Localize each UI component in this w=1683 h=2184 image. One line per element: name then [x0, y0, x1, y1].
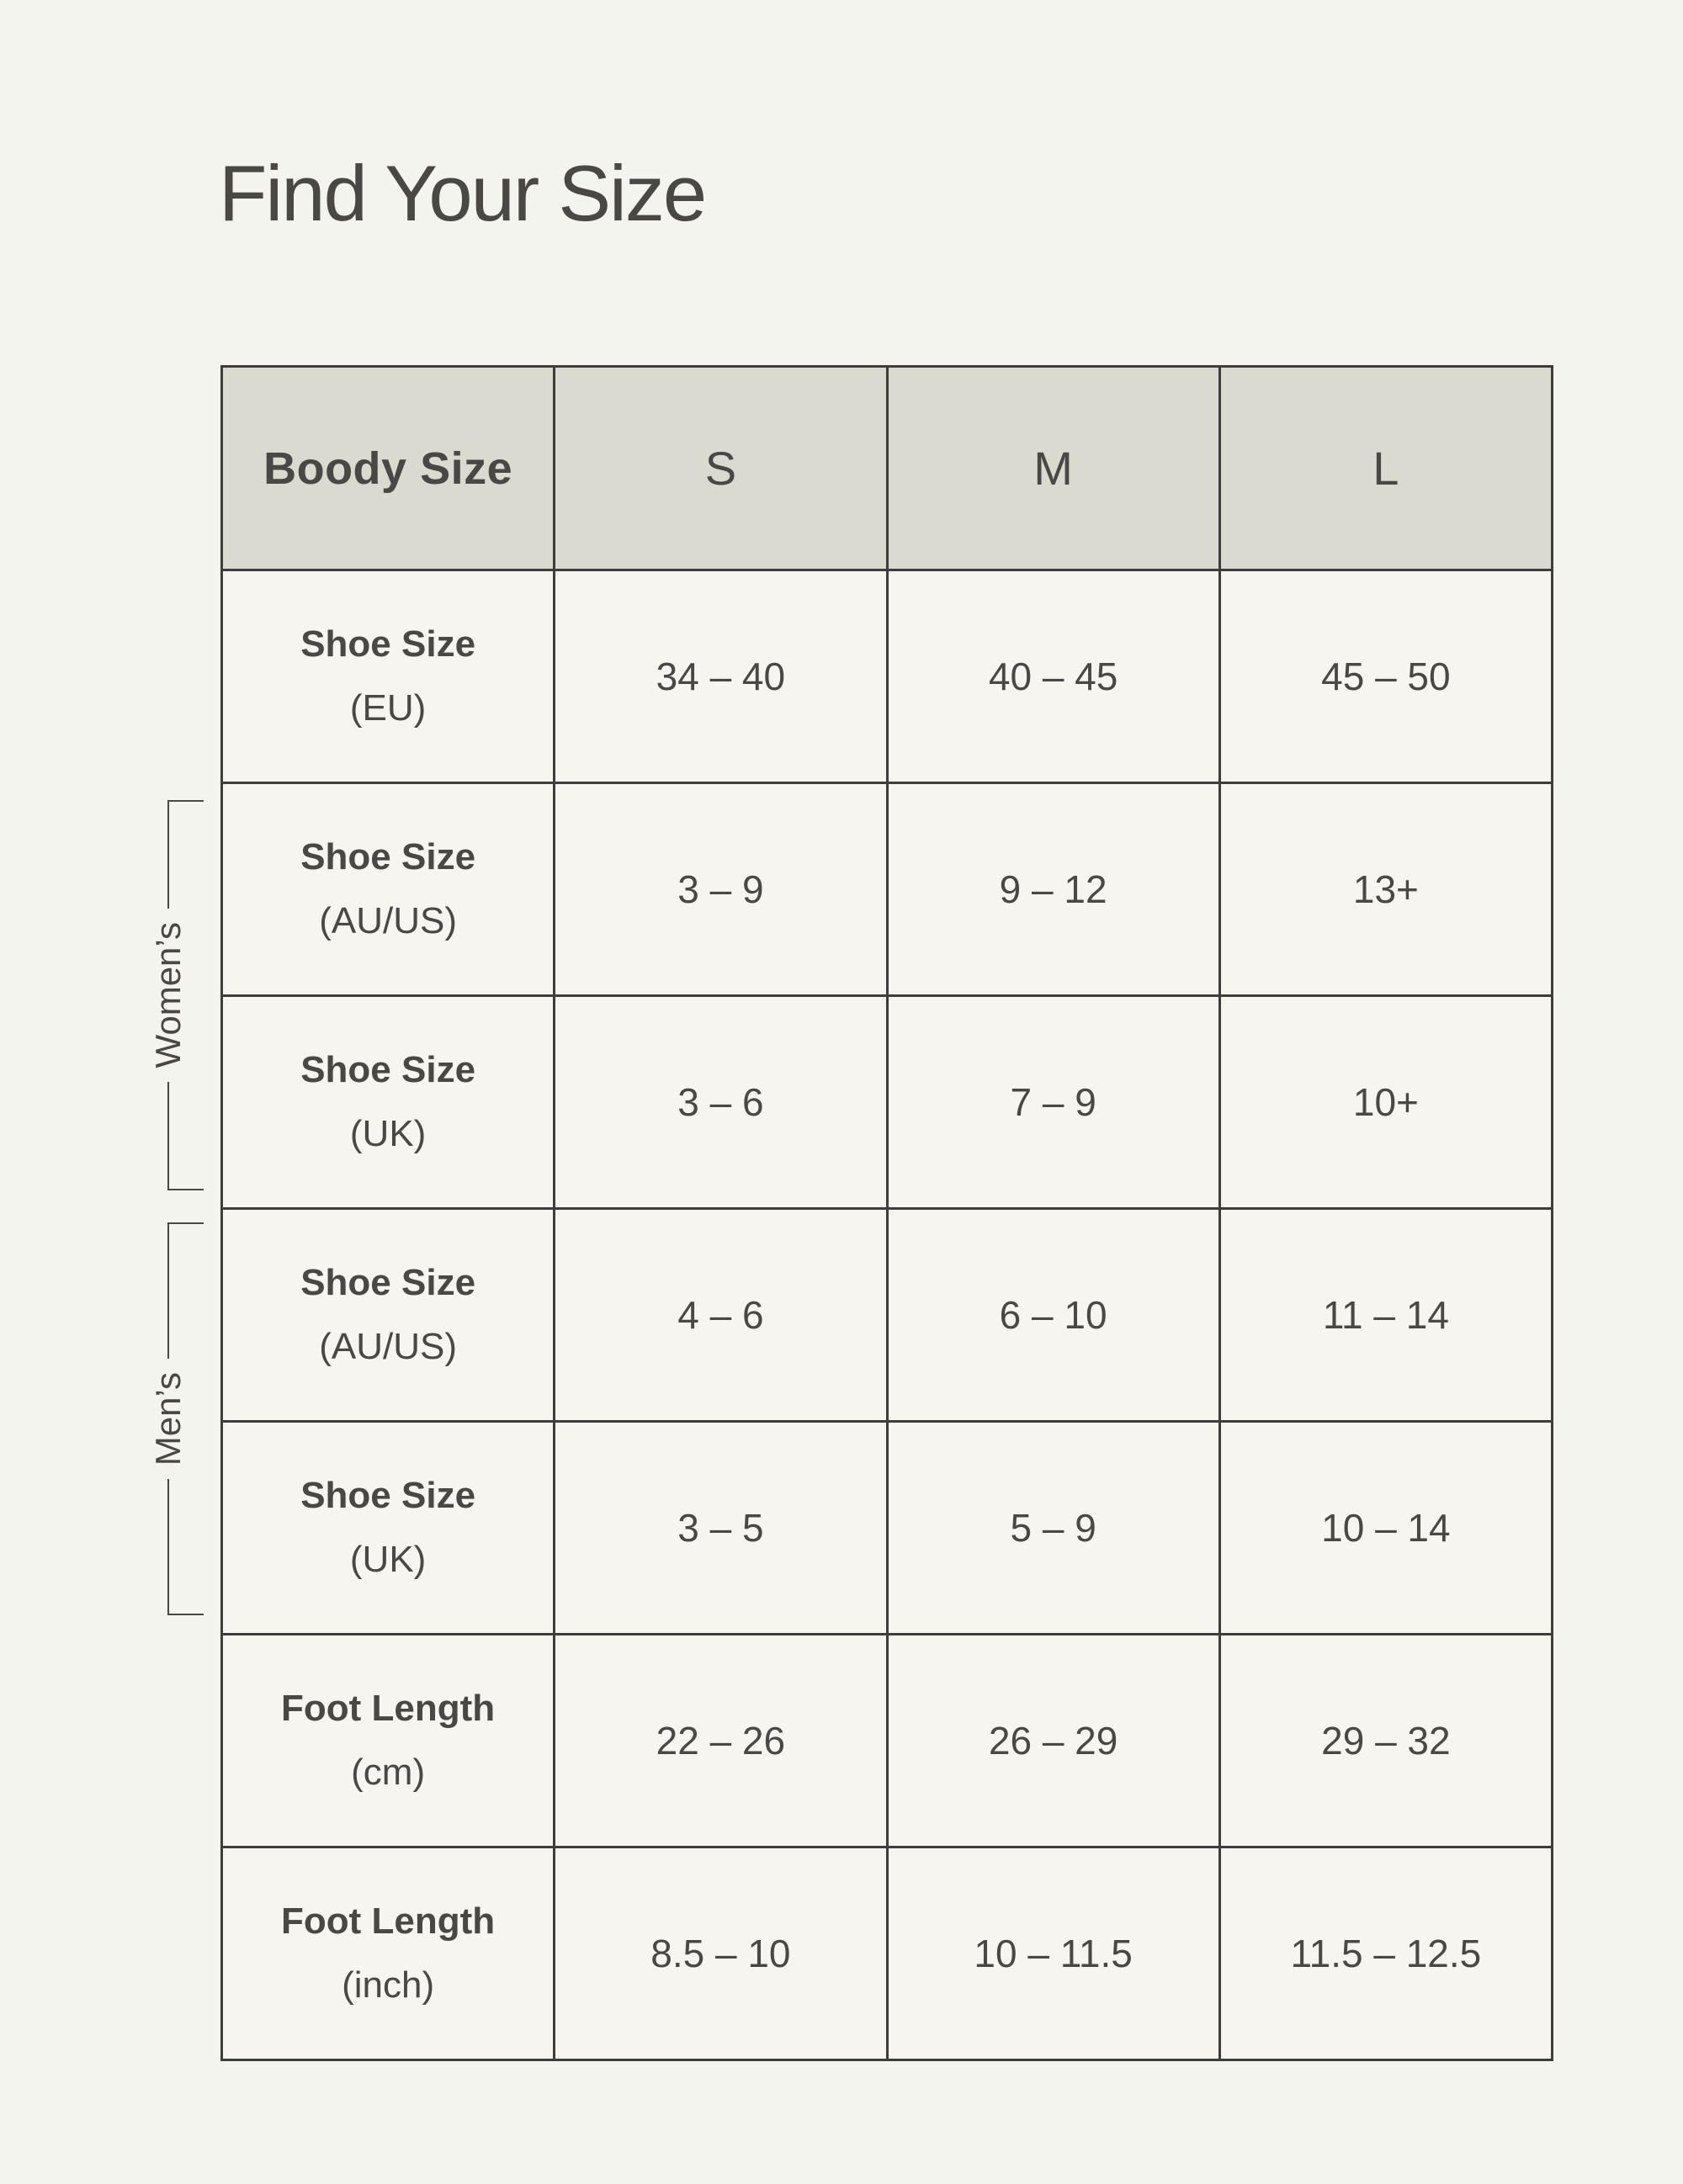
womens-bracket: Women’s [148, 800, 204, 1190]
row-label: Shoe Size (EU) [220, 569, 556, 784]
row-label-text: Foot Length [281, 1688, 496, 1729]
table-cell: 10+ [1218, 994, 1554, 1210]
table-cell: 10 – 11.5 [885, 1846, 1221, 2061]
row-label-unit: (AU/US) [319, 900, 458, 941]
table-row-foot-length-cm: Foot Length (cm) 22 – 26 26 – 29 29 – 32 [220, 1633, 1554, 1848]
table-cell: 26 – 29 [885, 1633, 1221, 1848]
table-cell: 34 – 40 [553, 569, 889, 784]
header-size-m: M [885, 365, 1221, 571]
table-header-row: Boody Size S M L [220, 365, 1554, 571]
mens-bracket-bottom-line [167, 1479, 204, 1615]
page-title: Find Your Size [219, 149, 707, 237]
row-label-unit: (UK) [349, 1539, 427, 1580]
womens-bracket-top-line [167, 800, 204, 909]
header-size-s: S [553, 365, 889, 571]
table-cell: 5 – 9 [885, 1420, 1221, 1635]
row-label-text: Shoe Size [300, 1475, 476, 1516]
table-cell: 22 – 26 [553, 1633, 889, 1848]
table-cell: 11.5 – 12.5 [1218, 1846, 1554, 2061]
row-label-text: Shoe Size [300, 623, 476, 665]
row-label: Foot Length (cm) [220, 1633, 556, 1848]
table-cell: 4 – 6 [553, 1207, 889, 1423]
table-cell: 7 – 9 [885, 994, 1221, 1210]
row-label: Shoe Size (AU/US) [220, 782, 556, 997]
row-label: Foot Length (inch) [220, 1846, 556, 2061]
table-row-mens-shoe-size-uk: Shoe Size (UK) 3 – 5 5 – 9 10 – 14 [220, 1420, 1554, 1635]
mens-bracket-top-line [167, 1222, 204, 1359]
table-row-mens-shoe-size-auus: Shoe Size (AU/US) 4 – 6 6 – 10 11 – 14 [220, 1207, 1554, 1423]
row-label: Shoe Size (AU/US) [220, 1207, 556, 1423]
row-label-text: Foot Length [281, 1900, 496, 1942]
mens-bracket: Men’s [148, 1222, 204, 1615]
table-cell: 8.5 – 10 [553, 1846, 889, 2061]
table-cell: 45 – 50 [1218, 569, 1554, 784]
womens-group-label: Women’s [148, 922, 188, 1068]
row-label-unit: (AU/US) [319, 1326, 458, 1367]
table-row-womens-shoe-size-auus: Shoe Size (AU/US) 3 – 9 9 – 12 13+ [220, 782, 1554, 997]
table-cell: 10 – 14 [1218, 1420, 1554, 1635]
row-label: Shoe Size (UK) [220, 1420, 556, 1635]
table-cell: 13+ [1218, 782, 1554, 997]
row-label-unit: (UK) [349, 1113, 427, 1154]
table-cell: 3 – 9 [553, 782, 889, 997]
row-label-text: Shoe Size [300, 836, 476, 877]
table-cell: 6 – 10 [885, 1207, 1221, 1423]
row-label-text: Shoe Size [300, 1049, 476, 1090]
row-label: Shoe Size (UK) [220, 994, 556, 1210]
header-boody-size: Boody Size [220, 365, 556, 571]
table-cell: 29 – 32 [1218, 1633, 1554, 1848]
table-cell: 9 – 12 [885, 782, 1221, 997]
table-cell: 40 – 45 [885, 569, 1221, 784]
womens-bracket-bottom-line [167, 1081, 204, 1190]
table-row-foot-length-inch: Foot Length (inch) 8.5 – 10 10 – 11.5 11… [220, 1846, 1554, 2061]
header-size-l: L [1218, 365, 1554, 571]
row-label-unit: (cm) [351, 1752, 426, 1793]
size-table: Boody Size S M L Shoe Size (EU) 34 – 40 … [220, 365, 1554, 2061]
table-cell: 3 – 6 [553, 994, 889, 1210]
row-label-text: Shoe Size [300, 1262, 476, 1303]
table-row-shoe-size-eu: Shoe Size (EU) 34 – 40 40 – 45 45 – 50 [220, 569, 1554, 784]
table-cell: 11 – 14 [1218, 1207, 1554, 1423]
table-cell: 3 – 5 [553, 1420, 889, 1635]
table-row-womens-shoe-size-uk: Shoe Size (UK) 3 – 6 7 – 9 10+ [220, 994, 1554, 1210]
row-label-unit: (inch) [342, 1964, 435, 2006]
row-label-unit: (EU) [349, 687, 427, 729]
mens-group-label: Men’s [148, 1371, 188, 1466]
